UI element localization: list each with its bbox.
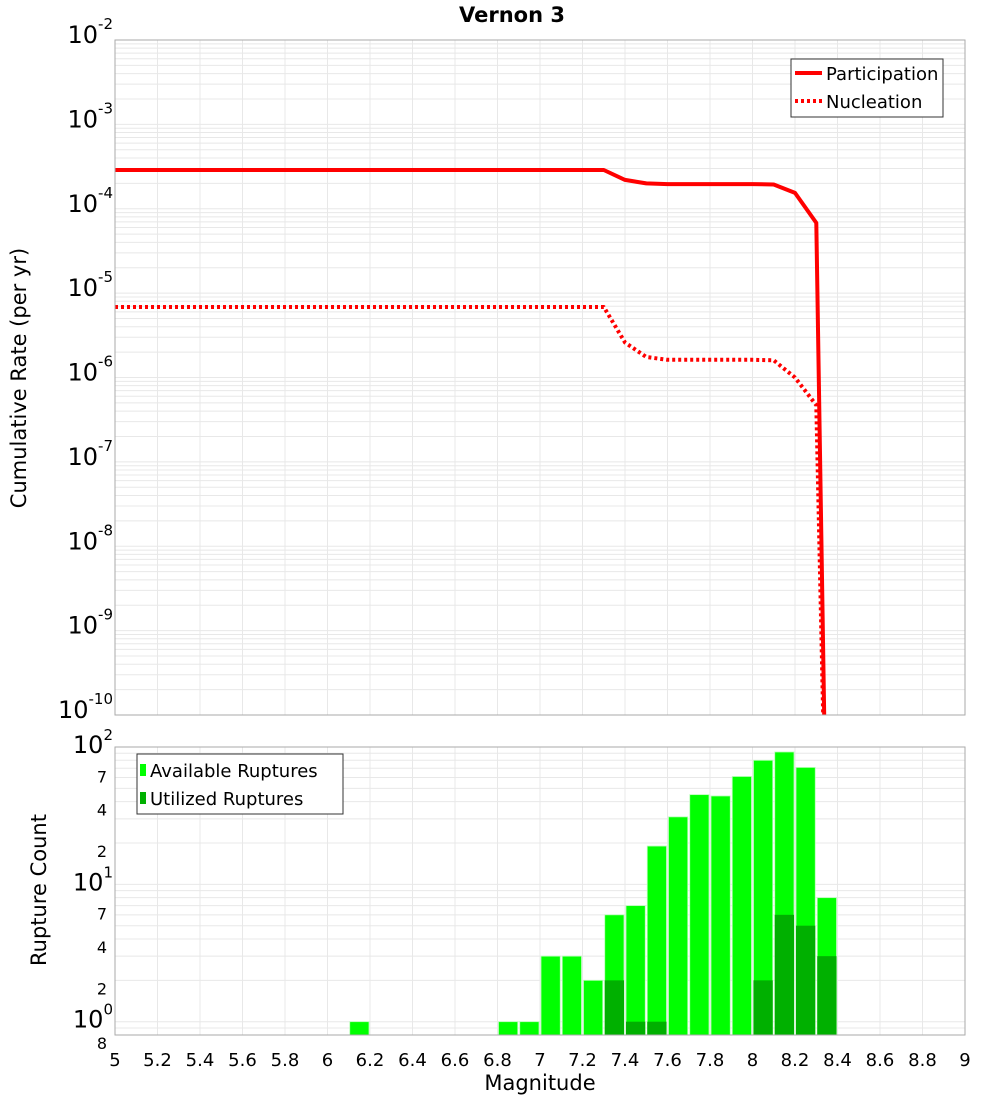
bar-utilized xyxy=(604,980,624,1035)
x-tick-label: 8.6 xyxy=(866,1050,895,1071)
x-tick-label: 8.8 xyxy=(908,1050,937,1071)
y-tick-label: 10-7 xyxy=(67,437,113,471)
legend-box xyxy=(790,58,944,118)
bottom-y-axis-label: Rupture Count xyxy=(27,814,51,966)
x-tick-label: 7.6 xyxy=(653,1050,682,1071)
y-tick-label: 4 xyxy=(97,938,107,957)
top-y-axis-label: Cumulative Rate (per yr) xyxy=(7,248,31,508)
y-tick-label: 100 xyxy=(73,1001,113,1034)
bar-available xyxy=(583,979,604,1036)
bar-available xyxy=(349,1021,370,1036)
y-tick-label: 10-10 xyxy=(58,690,113,724)
legend-label: Nucleation xyxy=(826,92,922,113)
y-tick-label: 2 xyxy=(97,979,107,998)
x-tick-label: 7.8 xyxy=(696,1050,725,1071)
bar-available xyxy=(710,795,731,1036)
x-tick-label: 5.2 xyxy=(143,1050,172,1071)
series-line-nucleation xyxy=(115,305,826,715)
x-tick-label: 5.6 xyxy=(228,1050,257,1071)
x-tick-label: 8.2 xyxy=(781,1050,810,1071)
x-tick-label: 5.8 xyxy=(271,1050,300,1071)
bar-utilized xyxy=(796,925,816,1035)
cumulative-rate-plot: 10-2 10-3 10-4 10-5 10-6 10-7 10-8 10-9 10-10 Par… xyxy=(58,15,966,724)
y-tick-label: 10-8 xyxy=(67,521,113,555)
bar-available xyxy=(731,776,752,1036)
bar-utilized xyxy=(647,1021,667,1035)
bar-available xyxy=(519,1021,540,1036)
x-tick-label: 7.2 xyxy=(568,1050,597,1071)
x-axis-label: Magnitude xyxy=(484,1071,595,1095)
y-tick-label: 10-3 xyxy=(67,99,113,133)
x-tick-label: 6 xyxy=(322,1050,333,1071)
plot-frame xyxy=(114,746,966,1036)
y-tick-label: 102 xyxy=(73,726,113,759)
x-tick-label: 6.6 xyxy=(441,1050,470,1071)
bar-available xyxy=(668,816,689,1036)
bar-available xyxy=(689,794,710,1036)
y-tick-label: 7 xyxy=(97,767,107,786)
plot-frame xyxy=(114,39,966,716)
y-tick-label: 10-9 xyxy=(67,606,113,640)
y-tick-label: 10-2 xyxy=(67,15,113,49)
legend-swatch-available xyxy=(140,764,146,776)
x-tick-label: 5.4 xyxy=(186,1050,215,1071)
y-tick-label: 10-4 xyxy=(67,184,113,218)
x-tick-label: 6.2 xyxy=(356,1050,385,1071)
bar-available xyxy=(646,845,667,1036)
x-tick-label: 6.8 xyxy=(483,1050,512,1071)
bar-utilized xyxy=(753,980,773,1035)
bar-available xyxy=(625,905,646,1036)
bar-utilized xyxy=(774,914,794,1035)
bar-available xyxy=(540,955,561,1036)
x-tick-label: 5 xyxy=(109,1050,120,1071)
x-tick-label: 7 xyxy=(534,1050,545,1071)
y-tick-label: 2 xyxy=(97,842,107,861)
x-tick-label: 9 xyxy=(959,1050,970,1071)
bar-utilized xyxy=(626,1021,646,1035)
x-tick-label: 8 xyxy=(747,1050,758,1071)
y-tick-label: 8 xyxy=(97,1034,107,1053)
x-tick-label: 7.4 xyxy=(611,1050,640,1071)
legend-label: Available Ruptures xyxy=(150,761,318,782)
x-tick-label: 8.4 xyxy=(823,1050,852,1071)
series-line-participation xyxy=(115,168,827,715)
y-tick-label: 10-5 xyxy=(67,268,113,302)
bar-utilized xyxy=(817,956,837,1035)
y-tick-label: 10-6 xyxy=(67,353,113,387)
legend-label: Utilized Ruptures xyxy=(150,789,303,810)
x-tick-label: 6.4 xyxy=(398,1050,427,1071)
bar-available xyxy=(561,955,582,1036)
legend-box xyxy=(136,753,344,815)
chart-title: Vernon 3 xyxy=(459,3,565,27)
legend-swatch-utilized xyxy=(140,792,146,804)
y-tick-label: 7 xyxy=(97,905,107,924)
y-tick-label: 4 xyxy=(97,801,107,820)
legend-label: Participation xyxy=(826,64,938,85)
y-tick-label: 101 xyxy=(73,863,113,896)
bar-available xyxy=(498,1021,519,1036)
